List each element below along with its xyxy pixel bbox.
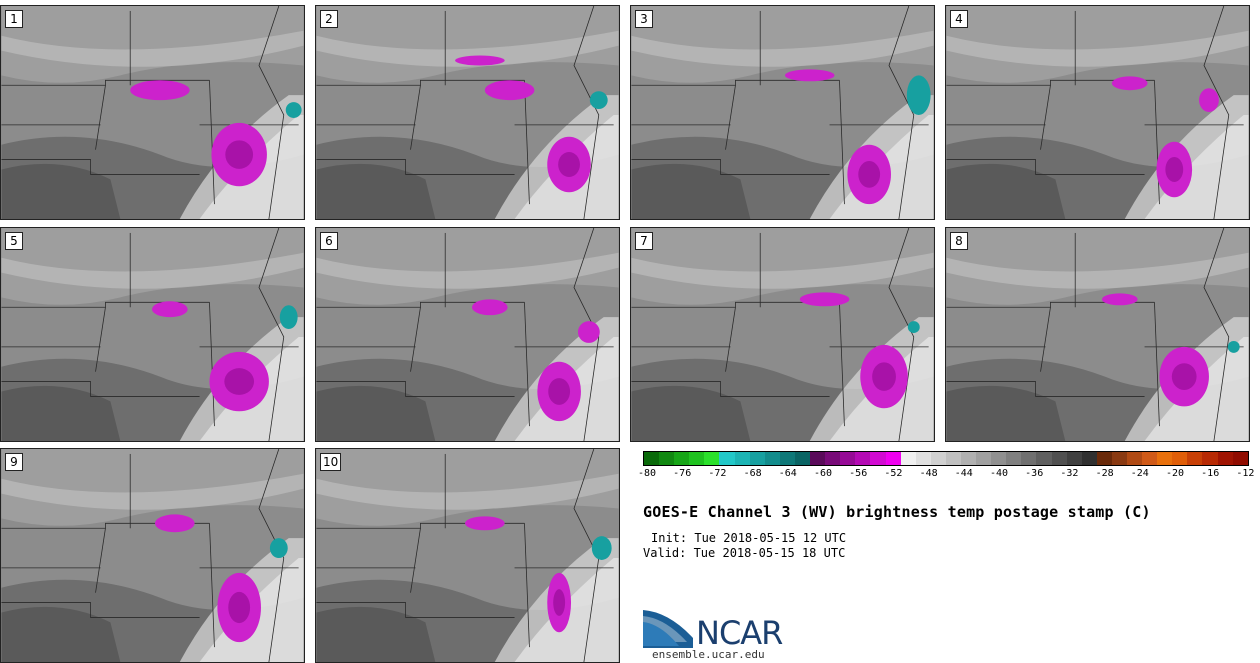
colorbar-swatch <box>689 452 705 465</box>
colorbar-tick-label: -56 <box>849 468 868 479</box>
colorbar-swatch <box>1081 452 1097 465</box>
colorbar-swatch <box>1066 452 1082 465</box>
wv-map <box>1 228 304 441</box>
wv-map <box>631 228 934 441</box>
figure-title: GOES-E Channel 3 (WV) brightness temp po… <box>643 503 1151 521</box>
wv-map <box>316 6 619 219</box>
logo-url: ensemble.ucar.edu <box>652 648 765 661</box>
colorbar-tick-label: -36 <box>1025 468 1044 479</box>
stamp-panel-1: 1 <box>0 5 305 220</box>
colorbar-tick-label: -60 <box>813 468 833 479</box>
panel-number: 9 <box>5 453 23 471</box>
colorbar-tick-label: -28 <box>1095 468 1114 479</box>
wv-map <box>631 6 934 219</box>
colorbar-tick-label: -52 <box>884 468 903 479</box>
colorbar-tick-labels: -80 -76 -72 -68 -64 -60 -56 -52 -48 -44 -40 -36 -32 -… <box>638 466 1254 480</box>
colorbar-swatch <box>749 452 765 465</box>
stamp-panel-9: 9 <box>0 448 305 663</box>
wv-map <box>946 6 1249 219</box>
colorbar-tick-label: -80 <box>637 468 657 479</box>
stamp-panel-8: 8 <box>945 227 1250 442</box>
colorbar-swatch <box>945 452 961 465</box>
stamp-panel-6: 6 <box>315 227 620 442</box>
colorbar-tick-label: -44 <box>954 468 973 479</box>
colorbar-swatch <box>1006 452 1022 465</box>
panel-number: 3 <box>635 10 653 28</box>
colorbar-swatch <box>734 452 750 465</box>
colorbar-swatch <box>719 452 735 465</box>
panel-number: 8 <box>950 232 968 250</box>
wv-map <box>316 449 619 662</box>
ncar-logo-icon <box>643 610 693 648</box>
colorbar-swatch <box>1232 452 1248 465</box>
colorbar-tick-label: -16 <box>1201 468 1220 479</box>
colorbar-swatch <box>840 452 856 465</box>
colorbar-swatch <box>1051 452 1067 465</box>
wv-map <box>946 228 1249 441</box>
colorbar-swatch <box>991 452 1007 465</box>
colorbar-swatch <box>885 452 901 465</box>
colorbar-swatch <box>900 452 916 465</box>
colorbar-tick-label: -24 <box>1130 468 1149 479</box>
stamp-panel-5: 5 <box>0 227 305 442</box>
colorbar-swatch <box>976 452 992 465</box>
colorbar-swatch <box>1111 452 1127 465</box>
panel-number: 7 <box>635 232 653 250</box>
colorbar-tick-label: -20 <box>1165 468 1185 479</box>
colorbar-swatch <box>1021 452 1037 465</box>
colorbar-swatch <box>1202 452 1218 465</box>
colorbar-swatch <box>825 452 841 465</box>
colorbar-swatch <box>764 452 780 465</box>
colorbar-swatch <box>1187 452 1203 465</box>
colorbar-swatch <box>1127 452 1143 465</box>
logo-wordmark: NCAR <box>696 614 783 652</box>
valid-time: Valid: Tue 2018-05-15 18 UTC <box>643 546 846 560</box>
colorbar-swatch <box>1172 452 1188 465</box>
wv-map <box>316 228 619 441</box>
colorbar-swatch <box>1096 452 1112 465</box>
stamp-panel-2: 2 <box>315 5 620 220</box>
panel-number: 6 <box>320 232 338 250</box>
colorbar-tick-label: -32 <box>1060 468 1079 479</box>
wv-map <box>1 6 304 219</box>
colorbar-swatch <box>870 452 886 465</box>
panel-number: 1 <box>5 10 23 28</box>
wv-map <box>1 449 304 662</box>
colorbar-swatch <box>644 452 660 465</box>
colorbar-tick-label: -12 <box>1236 468 1255 479</box>
panel-number: 2 <box>320 10 338 28</box>
colorbar-swatch <box>855 452 871 465</box>
colorbar-swatch <box>810 452 826 465</box>
colorbar-tick-label: -72 <box>708 468 727 479</box>
colorbar-tick-label: -40 <box>989 468 1009 479</box>
colorbar-swatch <box>704 452 720 465</box>
panel-number: 10 <box>320 453 342 471</box>
colorbar-swatch <box>915 452 931 465</box>
colorbar-swatch <box>1217 452 1233 465</box>
init-time: Init: Tue 2018-05-15 12 UTC <box>651 531 847 545</box>
colorbar-tick-label: -64 <box>778 468 797 479</box>
colorbar-swatch <box>794 452 811 465</box>
colorbar: -80 -76 -72 -68 -64 -60 -56 -52 -48 -44 -40 -36 -32 -… <box>638 451 1254 480</box>
colorbar-swatch <box>1142 452 1158 465</box>
colorbar-swatch <box>779 452 795 465</box>
panel-number: 5 <box>5 232 23 250</box>
colorbar-swatch <box>674 452 690 465</box>
colorbar-swatch <box>930 452 946 465</box>
stamp-panel-10: 10 <box>315 448 620 663</box>
stamp-panel-4: 4 <box>945 5 1250 220</box>
colorbar-swatch <box>1036 452 1052 465</box>
colorbar-tick-label: -68 <box>743 468 762 479</box>
colorbar-swatch <box>659 452 675 465</box>
stamp-panel-3: 3 <box>630 5 935 220</box>
colorbar-swatch <box>960 452 977 465</box>
colorbar-swatches <box>643 451 1249 466</box>
stamp-panel-7: 7 <box>630 227 935 442</box>
panel-number: 4 <box>950 10 968 28</box>
colorbar-swatch <box>1157 452 1173 465</box>
colorbar-tick-label: -48 <box>919 468 938 479</box>
colorbar-tick-label: -76 <box>673 468 692 479</box>
